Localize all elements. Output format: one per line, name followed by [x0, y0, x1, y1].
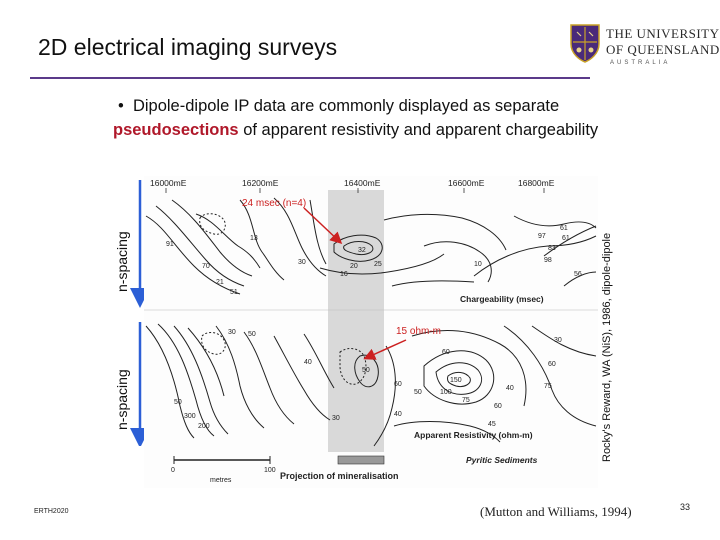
n-spacing-label-top: n-spacing	[114, 231, 130, 292]
contour-label: 10	[474, 261, 482, 268]
projection-band	[328, 190, 384, 452]
easting-label: 16200mE	[242, 178, 279, 188]
contour-label: 98	[544, 257, 552, 264]
contour-label: 30	[554, 337, 562, 344]
easting-label: 16400mE	[344, 178, 381, 188]
crest-icon	[570, 24, 600, 63]
pseudosection-figure: 16000mE 16200mE 16400mE 16600mE 16800mE …	[144, 176, 598, 488]
contour-label: 70	[202, 263, 210, 270]
contour-label: 20	[350, 263, 358, 270]
bullet-part-2: of apparent resistivity and apparent cha…	[238, 121, 599, 139]
logo-line-3: AUSTRALIA	[610, 60, 671, 66]
contour-label: 16	[340, 271, 348, 278]
bullet-text: • Dipole-dipole IP data are commonly dis…	[100, 94, 660, 142]
contour-label: 60	[442, 349, 450, 356]
contour-label: 40	[506, 385, 514, 392]
bullet-marker: •	[118, 97, 124, 115]
easting-label: 16800mE	[518, 178, 555, 188]
bullet-highlight: pseudosections	[113, 121, 239, 139]
contour-label: 50	[174, 399, 182, 406]
title-divider	[30, 77, 590, 79]
citation: (Mutton and Williams, 1994)	[480, 504, 632, 519]
sediments-swatch	[337, 455, 385, 465]
contour-label: 200	[198, 423, 210, 430]
course-code: ERTH2020	[34, 508, 69, 515]
logo-line-1: THE UNIVERSITY	[606, 26, 720, 41]
contour-label: 40	[304, 359, 312, 366]
contour-label: 13	[250, 235, 258, 242]
n-spacing-arrows	[130, 180, 150, 446]
contour-label: 40	[394, 411, 402, 418]
resistivity-label: Apparent Resistivity (ohm-m)	[414, 430, 533, 440]
contour-label: 30	[332, 415, 340, 422]
contour-label: 75	[462, 397, 470, 404]
bullet-line-1: • Dipole-dipole IP data are commonly dis…	[100, 94, 660, 118]
easting-label: 16600mE	[448, 178, 485, 188]
contour-label: 75	[544, 383, 552, 390]
sediments-label: Pyritic Sediments	[466, 455, 538, 465]
easting-label: 16000mE	[150, 178, 187, 188]
contour-label: 61	[560, 225, 568, 232]
logo-line-2: OF QUEENSLAND	[606, 42, 720, 57]
n-spacing-label-bottom: n-spacing	[114, 369, 130, 430]
resistivity-contours	[145, 323, 597, 447]
contour-label: 91	[166, 241, 174, 248]
anomaly-outline-top	[199, 213, 226, 235]
chargeability-arrow	[303, 207, 343, 245]
contour-label: 100	[440, 389, 452, 396]
contour-label: 25	[374, 261, 382, 268]
contour-label: 60	[494, 403, 502, 410]
contour-label: 45	[488, 421, 496, 428]
anomaly-outline-left	[201, 332, 226, 355]
slide-title: 2D electrical imaging surveys	[38, 34, 338, 60]
contour-label: 30	[298, 259, 306, 266]
contour-label: 32	[358, 247, 366, 254]
page-number: 33	[680, 502, 691, 512]
contour-label: 60	[394, 381, 402, 388]
contour-label: 83	[548, 245, 556, 252]
scale-start-label: 0	[171, 467, 175, 474]
scale-end-label: 100	[264, 467, 276, 474]
chargeability-contours	[145, 197, 597, 295]
bullet-line-2: pseudosections of apparent resistivity a…	[100, 118, 660, 142]
resistivity-contour-labels: 30 50 40 30 50 60 50 40 60 30 150 100 75…	[174, 329, 562, 430]
contour-label: 150	[450, 377, 462, 384]
university-logo: THE UNIVERSITY OF QUEENSLAND AUSTRALIA	[566, 20, 719, 72]
bullet-part-1: Dipole-dipole IP data are commonly displ…	[132, 97, 560, 115]
contour-label: 97	[538, 233, 546, 240]
anomaly-outline-bottom	[339, 348, 367, 385]
contour-label: 30	[228, 329, 236, 336]
chargeability-annotation: 24 msec (n=4)	[242, 198, 306, 209]
contour-label: 60	[548, 361, 556, 368]
chargeability-label: Chargeability (msec)	[460, 294, 544, 304]
figure-credit: Rocky's Reward, WA (NiS), 1986, dipole-d…	[601, 232, 613, 462]
scale-unit-label: metres	[210, 477, 232, 484]
contour-label: 50	[362, 367, 370, 374]
resistivity-annotation: 15 ohm-m	[396, 326, 441, 337]
resistivity-arrow	[363, 339, 407, 360]
contour-label: 51	[230, 289, 238, 296]
contour-label: 50	[414, 389, 422, 396]
projection-label: Projection of mineralisation	[280, 471, 399, 481]
contour-label: 50	[248, 331, 256, 338]
contour-label: 21	[216, 279, 224, 286]
chargeability-contour-labels: 91 70 21 51 13 30 32 20 25 16 10 61 61 9…	[166, 225, 582, 296]
contour-label: 61	[562, 235, 570, 242]
contour-label: 300	[184, 413, 196, 420]
contour-label: 56	[574, 271, 582, 278]
